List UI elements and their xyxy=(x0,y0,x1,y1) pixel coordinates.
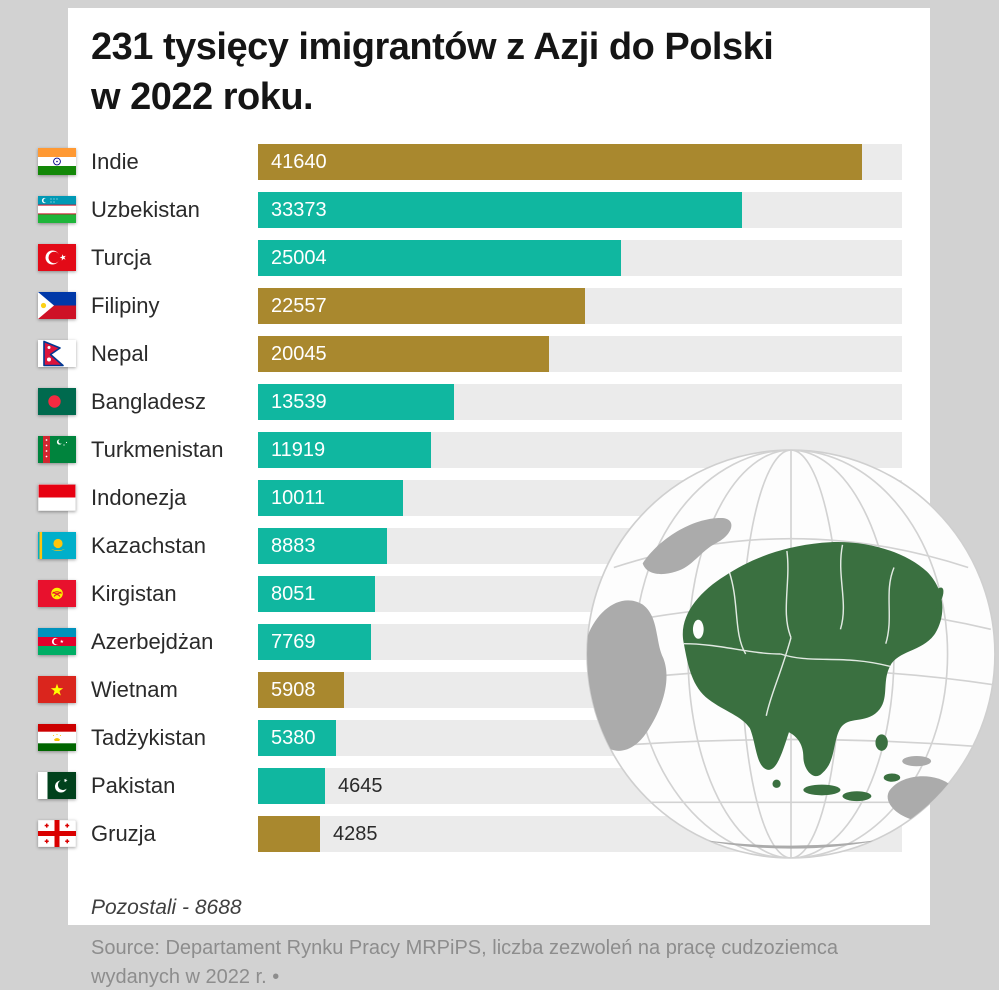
country-label: Turcja xyxy=(91,245,152,270)
chart-title: 231 tysięcy imigrantów z Azji do Polski … xyxy=(91,22,774,122)
value-bar xyxy=(258,624,371,660)
chart-row-turkey: Turcja 25004 xyxy=(38,240,930,276)
value-label: 10011 xyxy=(271,487,326,509)
asia-globe-image xyxy=(585,448,997,860)
value-label: 22557 xyxy=(271,295,327,317)
country-borders xyxy=(683,544,895,716)
country-label: Indonezja xyxy=(91,485,187,510)
chart-row-india: Indie 41640 xyxy=(38,144,930,180)
turkey-flag-icon xyxy=(38,244,76,271)
value-label: 4285 xyxy=(333,823,378,845)
value-label: 8051 xyxy=(271,583,316,605)
value-label: 11919 xyxy=(271,439,326,461)
remaining-note: Pozostali - 8688 xyxy=(91,896,242,919)
value-label: 4645 xyxy=(338,775,383,797)
nepal-flag-icon xyxy=(38,340,76,367)
value-bar xyxy=(258,192,742,228)
chart-title-line2: w 2022 roku. xyxy=(91,76,314,119)
value-bar xyxy=(258,480,403,516)
value-bar xyxy=(258,768,325,804)
value-label: 25004 xyxy=(271,247,327,269)
uzbekistan-flag-icon xyxy=(38,196,76,223)
chart-title-line1: 231 tysięcy imigrantów z Azji do Polski xyxy=(91,26,774,68)
value-bar xyxy=(258,336,549,372)
value-label: 13539 xyxy=(271,391,327,413)
country-label: Turkmenistan xyxy=(91,437,224,462)
philippines-flag-icon xyxy=(38,292,76,319)
country-label: Azerbejdżan xyxy=(91,629,214,654)
value-label: 7769 xyxy=(271,631,316,653)
value-label: 41640 xyxy=(271,151,327,173)
value-bar xyxy=(258,240,621,276)
source-line1: Source: Departament Rynku Pracy MRPiPS, … xyxy=(91,937,838,959)
country-label: Tadżykistan xyxy=(91,725,206,750)
chart-row-uzbekistan: Uzbekistan 33373 xyxy=(38,192,930,228)
turkmenistan-flag-icon xyxy=(38,436,76,463)
value-label: 20045 xyxy=(271,343,327,365)
value-label: 8883 xyxy=(271,535,316,557)
other-continents xyxy=(587,518,957,849)
country-label: Kirgistan xyxy=(91,581,177,606)
tajikistan-flag-icon xyxy=(38,724,76,751)
value-bar xyxy=(258,384,454,420)
value-bar xyxy=(258,144,862,180)
country-label: Uzbekistan xyxy=(91,197,200,222)
value-label: 5380 xyxy=(271,727,316,749)
india-flag-icon xyxy=(38,148,76,175)
globe-svg xyxy=(586,449,996,859)
value-bar xyxy=(258,288,585,324)
chart-row-nepal: Nepal 20045 xyxy=(38,336,930,372)
country-label: Kazachstan xyxy=(91,533,206,558)
bangladesh-flag-icon xyxy=(38,388,76,415)
country-label: Indie xyxy=(91,149,139,174)
country-label: Pakistan xyxy=(91,773,176,798)
value-bar xyxy=(258,720,336,756)
vietnam-flag-icon xyxy=(38,676,76,703)
country-label: Wietnam xyxy=(91,677,178,702)
georgia-flag-icon xyxy=(38,820,76,847)
country-label: Gruzja xyxy=(91,821,156,846)
kazakhstan-flag-icon xyxy=(38,532,76,559)
chart-row-philippines: Filipiny 22557 xyxy=(38,288,930,324)
value-label: 5908 xyxy=(271,679,316,701)
value-bar xyxy=(258,576,375,612)
value-bar xyxy=(258,816,320,852)
value-label: 33373 xyxy=(271,199,327,221)
source-line2: wydanych w 2022 r. • xyxy=(91,966,280,988)
source-note: Source: Departament Rynku Pracy MRPiPS, … xyxy=(91,934,861,990)
value-bar xyxy=(258,672,344,708)
azerbaijan-flag-icon xyxy=(38,628,76,655)
chart-row-bangladesh: Bangladesz 13539 xyxy=(38,384,930,420)
caspian-sea xyxy=(692,619,704,639)
value-bar xyxy=(258,528,387,564)
kyrgyzstan-flag-icon xyxy=(38,580,76,607)
pakistan-flag-icon xyxy=(38,772,76,799)
country-label: Filipiny xyxy=(91,293,160,318)
indonesia-flag-icon xyxy=(38,484,76,511)
country-label: Bangladesz xyxy=(91,389,206,414)
country-label: Nepal xyxy=(91,341,149,366)
value-bar xyxy=(258,432,431,468)
bar-chart: Indie 41640 Uzbekistan 33373 Turcja 25004 Fili… xyxy=(38,144,930,864)
